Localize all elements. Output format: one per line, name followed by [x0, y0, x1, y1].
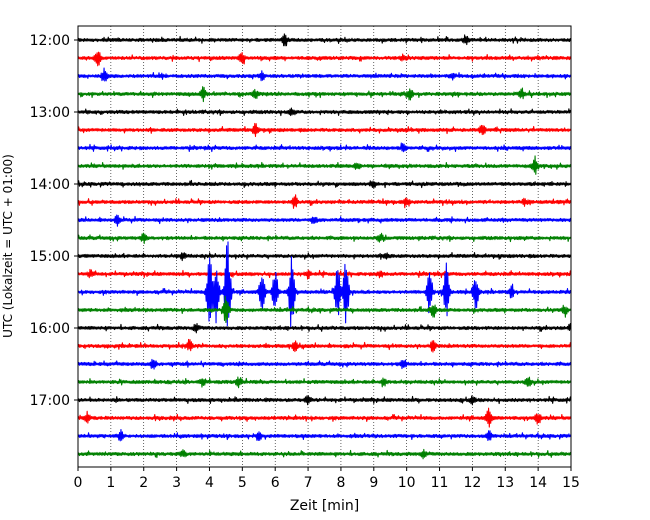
seismogram-trace — [77, 395, 572, 406]
seismogram-trace — [77, 251, 572, 262]
y-axis-ticks: 12:00 13:00 14:00 15:00 16:00 17:00 — [30, 33, 78, 409]
seismogram-trace — [77, 358, 572, 370]
seismogram-trace — [77, 155, 572, 175]
x-tick-label: 2 — [139, 475, 148, 491]
x-tick-label: 12 — [463, 475, 481, 491]
y-tick-label: 17:00 — [30, 393, 70, 409]
x-tick-label: 0 — [74, 475, 83, 491]
seismogram-trace — [77, 338, 572, 353]
x-tick-label: 5 — [238, 475, 247, 491]
seismogram-trace — [77, 407, 572, 428]
x-axis-label: Zeit [min] — [290, 498, 359, 514]
y-tick-label: 14:00 — [30, 177, 70, 193]
x-tick-label: 6 — [271, 475, 280, 491]
x-tick-label: 15 — [562, 475, 580, 491]
seismogram-trace — [77, 194, 572, 209]
x-tick-label: 1 — [106, 475, 115, 491]
x-tick-label: 4 — [205, 475, 214, 491]
seismogram-trace — [77, 86, 572, 103]
y-tick-label: 16:00 — [30, 321, 70, 337]
x-tick-label: 14 — [529, 475, 547, 491]
x-tick-label: 9 — [369, 475, 378, 491]
seismogram-trace — [77, 107, 572, 117]
y-tick-label: 15:00 — [30, 249, 70, 265]
seismogram-trace — [77, 448, 572, 460]
seismogram-traces — [77, 33, 572, 460]
seismogram-trace — [77, 51, 572, 67]
seismogram-trace — [77, 241, 572, 328]
x-tick-label: 10 — [398, 475, 416, 491]
x-axis-ticks: 0 1 2 3 4 5 6 7 8 9 10 11 12 13 14 15 — [74, 467, 580, 491]
plot-background — [78, 26, 571, 467]
seismogram-trace — [77, 122, 572, 138]
y-tick-label: 13:00 — [30, 105, 70, 121]
seismogram-trace — [77, 179, 572, 189]
seismogram-trace — [77, 142, 572, 153]
seismogram-trace — [77, 295, 572, 324]
x-tick-label: 13 — [496, 475, 514, 491]
x-tick-label: 11 — [431, 475, 449, 491]
x-tick-label: 3 — [172, 475, 181, 491]
seismogram-trace — [77, 322, 572, 334]
seismogram-trace — [77, 429, 572, 442]
seismogram-trace — [77, 232, 572, 245]
seismogram-trace — [77, 268, 572, 280]
seismogram-trace — [77, 214, 572, 227]
y-tick-label: 12:00 — [30, 33, 70, 49]
plot-frame — [77, 25, 572, 468]
seismogram-trace — [77, 67, 572, 82]
y-axis-label: UTC (Lokalzeit = UTC + 01:00) — [1, 154, 15, 338]
x-tick-label: 8 — [336, 475, 345, 491]
seismogram-trace — [77, 376, 572, 389]
x-tick-label: 7 — [304, 475, 313, 491]
seismogram-trace — [77, 33, 572, 47]
